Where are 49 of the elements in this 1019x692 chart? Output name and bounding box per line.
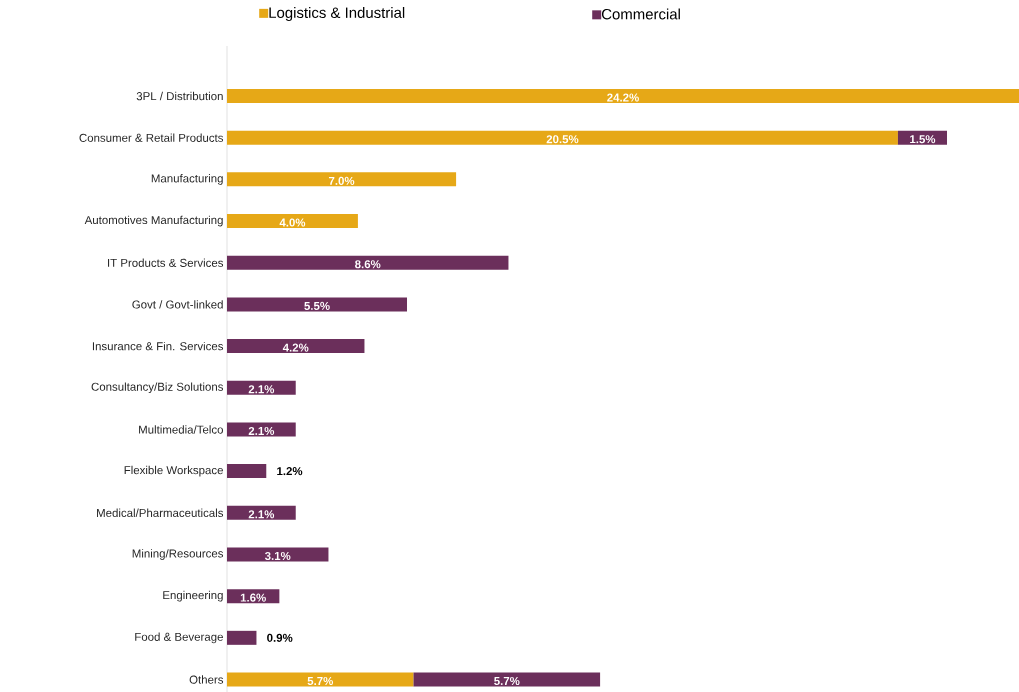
data-label: 0.9% [267, 633, 293, 642]
data-label: 1.2% [277, 467, 303, 476]
y-tick-label: Medical/Pharmaceuticals [97, 508, 224, 517]
data-label: 4.0% [279, 218, 306, 227]
data-label: 3.1% [264, 551, 291, 561]
y-tick-label: Others [189, 675, 224, 684]
bar [227, 464, 267, 479]
y-tick-label: Consultancy/Biz Solutions [91, 382, 224, 394]
data-label: 2.1% [248, 426, 275, 435]
bar [227, 214, 358, 229]
y-tick-label: Insurance & Fin. Services [92, 341, 224, 351]
bar [227, 630, 257, 645]
data-label: 24.2% [607, 93, 639, 102]
legend-label: Commercial [601, 8, 680, 20]
y-tick-label: Manufacturing [151, 174, 223, 185]
data-label: 5.7% [307, 676, 334, 686]
bar [227, 672, 414, 687]
y-tick-label: 3PL / Distribution [136, 91, 223, 101]
bar [227, 380, 296, 395]
bar [227, 339, 365, 354]
data-label: 7.0% [328, 176, 355, 185]
data-label: 5.7% [494, 676, 520, 686]
bar [227, 422, 296, 437]
data-label: 5.5% [304, 301, 330, 310]
data-label: 2.1% [248, 385, 275, 394]
bar [227, 547, 329, 562]
y-tick-label: IT Products & Services [108, 258, 224, 267]
legend-label: Logistics & Industrial [269, 7, 405, 21]
y-tick-label: Engineering [163, 590, 223, 602]
data-label: 4.2% [282, 343, 309, 352]
bar [413, 672, 601, 687]
y-tick-label: Automotives Manufacturing [84, 215, 223, 227]
data-label: 1.5% [910, 135, 936, 144]
bar [227, 89, 1019, 104]
data-label: 20.5% [546, 135, 579, 144]
y-tick-label: Multimedia/Telco [139, 425, 223, 434]
bar [227, 130, 898, 145]
bar [227, 255, 509, 270]
y-tick-label: Mining/Resources [132, 549, 224, 560]
y-tick-label: Consumer & Retail Products [79, 133, 224, 142]
bar [227, 297, 407, 312]
y-tick-label: Govt / Govt-linked [132, 300, 223, 309]
bar [227, 505, 296, 520]
y-tick-label: Flexible Workspace [124, 465, 223, 477]
data-label: 2.1% [248, 510, 275, 519]
bar [227, 172, 457, 187]
y-tick-label: Food & Beverage [135, 632, 223, 644]
data-label: 1.6% [240, 593, 266, 602]
data-label: 8.6% [355, 260, 381, 269]
